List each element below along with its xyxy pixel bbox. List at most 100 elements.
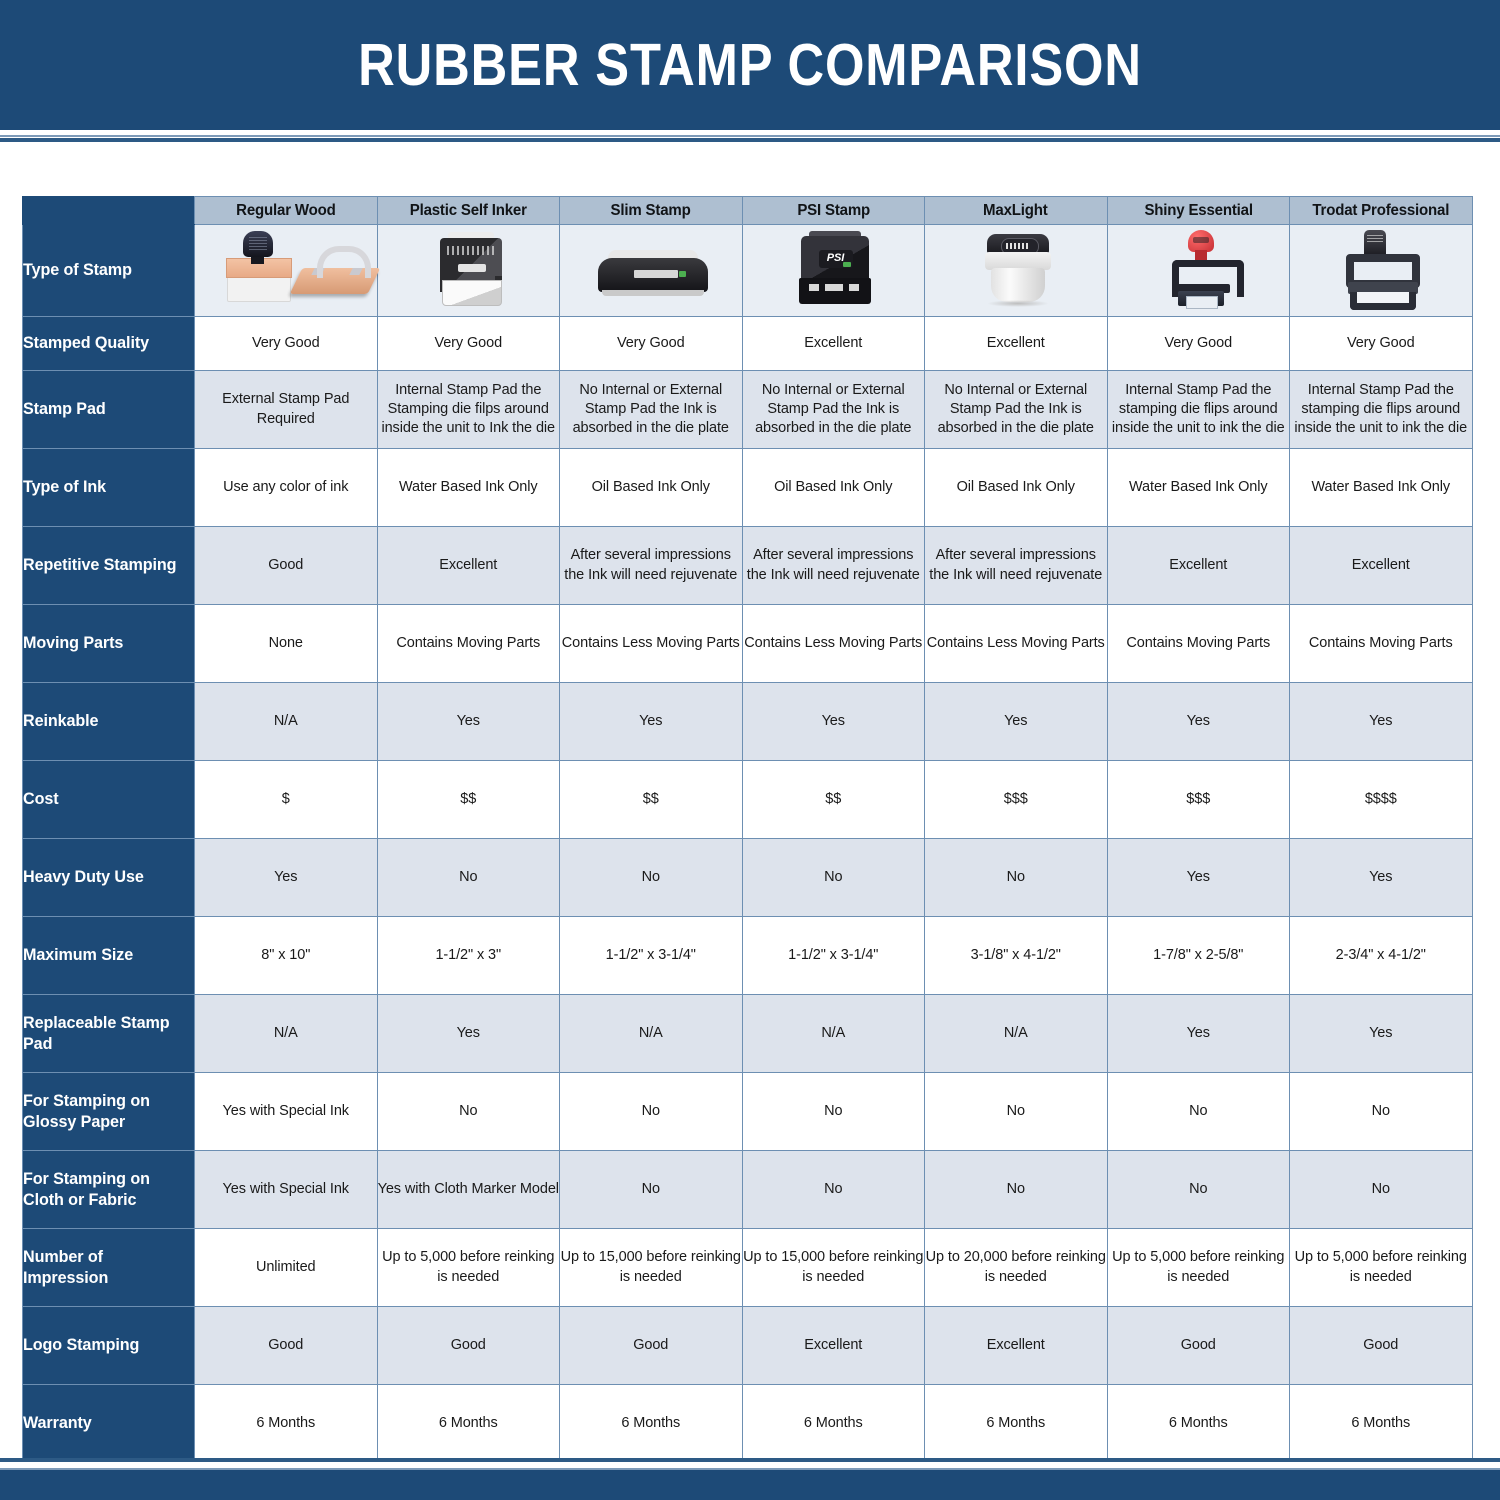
row-label-text: For Stamping on Glossy Paper <box>23 1090 150 1131</box>
row-label-text: Logo Stamping <box>23 1335 140 1355</box>
cell-glossy-paper-maxlight: No <box>924 1072 1108 1151</box>
maxlight-shadow-shape <box>987 299 1049 307</box>
cell-moving-parts-maxlight: Contains Less Moving Parts <box>924 604 1108 683</box>
cell-cloth-or-fabric-psi-stamp: No <box>741 1150 925 1229</box>
cell-replaceable-stamp-pad-regular-wood: N/A <box>194 994 378 1073</box>
trodat-midband-shape <box>1348 281 1418 294</box>
cell-logo-stamping-maxlight: Excellent <box>924 1306 1108 1385</box>
inker-top-shape <box>447 231 494 241</box>
cell-maximum-size-maxlight: 3-1/8" x 4-1/2" <box>924 916 1108 995</box>
row-label-cost: Cost <box>22 760 195 839</box>
table-row-type-of-stamp: Type of Stamp <box>22 224 1473 317</box>
psi-top-shape <box>808 230 861 239</box>
footer-divider <box>0 1458 1500 1470</box>
cell-heavy-duty-use-psi-stamp: No <box>741 838 925 917</box>
row-label-type-of-ink: Type of Ink <box>22 448 195 527</box>
row-label-warranty: Warranty <box>22 1384 195 1463</box>
column-header-label: Regular Wood <box>236 201 336 219</box>
row-label-replaceable-stamp-pad: Replaceable Stamp Pad <box>22 994 195 1073</box>
cell-replaceable-stamp-pad-psi-stamp: N/A <box>741 994 925 1073</box>
cell-reinkable-maxlight: Yes <box>924 682 1108 761</box>
cell-logo-stamping-slim-stamp: Good <box>559 1306 743 1385</box>
cell-heavy-duty-use-maxlight: No <box>924 838 1108 917</box>
cell-stamped-quality-psi-stamp: Excellent <box>741 316 925 371</box>
cell-repetitive-stamping-regular-wood: Good <box>194 526 378 605</box>
table-corner-cell <box>22 196 195 225</box>
row-label-text: Reinkable <box>23 711 99 731</box>
cell-number-of-impression-slim-stamp: Up to 15,000 before reinking is needed <box>559 1228 743 1307</box>
cell-glossy-paper-slim-stamp: No <box>559 1072 743 1151</box>
cell-replaceable-stamp-pad-slim-stamp: N/A <box>559 994 743 1073</box>
cell-replaceable-stamp-pad-plastic-self-inker: Yes <box>376 994 560 1073</box>
cell-stamp-pad-plastic-self-inker: Internal Stamp Pad the Stamping die filp… <box>376 370 560 449</box>
cell-type-of-ink-maxlight: Oil Based Ink Only <box>924 448 1108 527</box>
column-header-label: Slim Stamp <box>610 201 691 219</box>
cell-glossy-paper-psi-stamp: No <box>741 1072 925 1151</box>
cell-maximum-size-plastic-self-inker: 1-1/2" x 3" <box>376 916 560 995</box>
cell-logo-stamping-regular-wood: Good <box>194 1306 378 1385</box>
cell-stamp-pad-maxlight: No Internal or External Stamp Pad the In… <box>924 370 1108 449</box>
cell-stamped-quality-shiny-essential: Very Good <box>1106 316 1290 371</box>
table-row-stamped-quality: Stamped Quality Very Good Very Good Very… <box>22 316 1473 371</box>
cell-maximum-size-regular-wood: 8" x 10" <box>194 916 378 995</box>
row-label-type-of-stamp: Type of Stamp <box>22 224 195 317</box>
stamp-handle-shape <box>243 230 273 257</box>
cell-replaceable-stamp-pad-shiny-essential: Yes <box>1106 994 1290 1073</box>
psi-base-shape <box>798 277 871 304</box>
inker-body-shape <box>439 237 502 282</box>
inker-brand-badge-shape <box>457 263 486 272</box>
table-row-cost: Cost $ $$ $$ $$ $$$ $$$ $$$$ <box>22 760 1473 839</box>
cell-cloth-or-fabric-shiny-essential: No <box>1106 1150 1290 1229</box>
row-label-text: Stamp Pad <box>23 399 106 419</box>
cell-repetitive-stamping-trodat-professional: Excellent <box>1289 526 1473 605</box>
cell-cost-slim-stamp: $$ <box>559 760 743 839</box>
table-body: Type of Stamp <box>22 224 1473 1463</box>
cell-glossy-paper-plastic-self-inker: No <box>376 1072 560 1151</box>
cell-logo-stamping-plastic-self-inker: Good <box>376 1306 560 1385</box>
cell-reinkable-plastic-self-inker: Yes <box>376 682 560 761</box>
maxlight-body-shape <box>991 267 1045 302</box>
cell-maximum-size-slim-stamp: 1-1/2" x 3-1/4" <box>559 916 743 995</box>
cell-stamped-quality-plastic-self-inker: Very Good <box>376 316 560 371</box>
row-label-stamped-quality: Stamped Quality <box>22 316 195 371</box>
cell-repetitive-stamping-maxlight: After several impressions the Ink will n… <box>924 526 1108 605</box>
cell-warranty-maxlight: 6 Months <box>924 1384 1108 1463</box>
shiny-red-knob-shape <box>1187 229 1214 252</box>
cell-logo-stamping-shiny-essential: Good <box>1106 1306 1290 1385</box>
cell-stamp-pad-trodat-professional: Internal Stamp Pad the stamping die flip… <box>1289 370 1473 449</box>
cell-heavy-duty-use-shiny-essential: Yes <box>1106 838 1290 917</box>
psi-slot-right-shape <box>848 283 859 291</box>
cell-type-of-stamp-maxlight <box>924 224 1108 317</box>
row-label-text: Repetitive Stamping <box>23 555 177 575</box>
cell-logo-stamping-psi-stamp: Excellent <box>741 1306 925 1385</box>
cell-glossy-paper-regular-wood: Yes with Special Ink <box>194 1072 378 1151</box>
row-label-reinkable: Reinkable <box>22 682 195 761</box>
page-title: RUBBER STAMP COMPARISON <box>358 32 1142 98</box>
row-label-stamp-pad: Stamp Pad <box>22 370 195 449</box>
cell-moving-parts-slim-stamp: Contains Less Moving Parts <box>559 604 743 683</box>
cell-number-of-impression-plastic-self-inker: Up to 5,000 before reinking is needed <box>376 1228 560 1307</box>
cell-type-of-stamp-trodat-professional <box>1289 224 1473 317</box>
row-label-text: For Stamping on Cloth or Fabric <box>23 1168 150 1209</box>
cell-repetitive-stamping-shiny-essential: Excellent <box>1106 526 1290 605</box>
cell-cloth-or-fabric-trodat-professional: No <box>1289 1150 1473 1229</box>
table-row-stamp-pad: Stamp Pad External Stamp Pad Required In… <box>22 370 1473 449</box>
cell-stamp-pad-shiny-essential: Internal Stamp Pad the stamping die flip… <box>1106 370 1290 449</box>
cell-heavy-duty-use-trodat-professional: Yes <box>1289 838 1473 917</box>
cell-number-of-impression-regular-wood: Unlimited <box>194 1228 378 1307</box>
arch-handle-shape <box>317 245 371 278</box>
row-label-text: Warranty <box>23 1413 92 1433</box>
regular-wood-stamp-image <box>195 228 381 314</box>
cell-reinkable-regular-wood: N/A <box>194 682 378 761</box>
cell-cloth-or-fabric-regular-wood: Yes with Special Ink <box>194 1150 378 1229</box>
cell-heavy-duty-use-regular-wood: Yes <box>194 838 378 917</box>
column-header-label: Trodat Professional <box>1312 201 1450 219</box>
plastic-self-inker-stamp-image <box>378 228 560 314</box>
column-header-psi-stamp: PSI Stamp <box>741 196 925 225</box>
cell-maximum-size-shiny-essential: 1-7/8" x 2-5/8" <box>1106 916 1290 995</box>
cell-type-of-stamp-psi-stamp <box>741 224 925 317</box>
cell-cost-trodat-professional: $$$$ <box>1289 760 1473 839</box>
column-header-label: Shiny Essential <box>1144 201 1253 219</box>
column-header-plastic-self-inker: Plastic Self Inker <box>376 196 560 225</box>
trodat-professional-stamp-image <box>1290 228 1472 314</box>
